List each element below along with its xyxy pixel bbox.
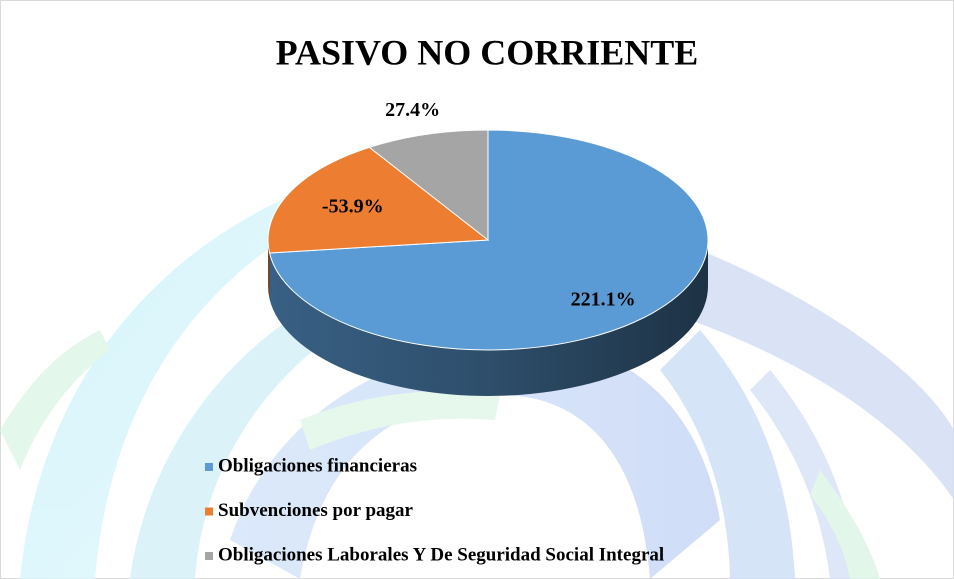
- data-label: -53.9%: [322, 196, 384, 218]
- chart-title: PASIVO NO CORRIENTE: [276, 32, 699, 72]
- pie-side: [268, 240, 270, 299]
- data-label: 27.4%: [385, 99, 440, 121]
- data-label: 221.1%: [571, 289, 636, 311]
- background-decoration: [0, 180, 954, 579]
- legend-label: Subvenciones por pagar: [218, 500, 414, 521]
- legend-marker: [205, 463, 213, 471]
- legend-marker: [205, 552, 213, 560]
- pie-side: [269, 240, 708, 396]
- legend-label: Obligaciones Laborales Y De Seguridad So…: [218, 544, 664, 565]
- legend-marker: [205, 507, 213, 516]
- pie-slice: [368, 129, 489, 242]
- legend-label: Obligaciones financieras: [218, 455, 417, 476]
- pie-slice: [267, 146, 490, 254]
